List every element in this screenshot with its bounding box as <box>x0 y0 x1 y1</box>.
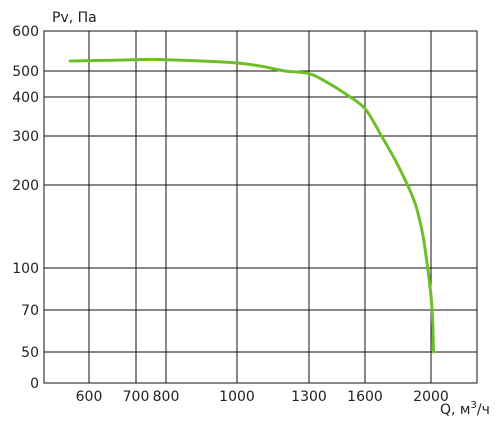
x-tick-label-1300: 1300 <box>291 389 327 405</box>
x-tick-label-800: 800 <box>153 389 180 405</box>
plot-frame <box>43 30 478 384</box>
curve-layer <box>68 57 435 354</box>
x-axis-label: Q, м3/ч <box>440 400 490 418</box>
x-tick-label-2000: 2000 <box>413 389 449 405</box>
y-axis-label: Pv, Па <box>52 10 97 26</box>
x-axis-label-tail: /ч <box>477 402 490 418</box>
y-tick-label-300: 300 <box>12 129 39 145</box>
x-tick-label-1600: 1600 <box>347 389 383 405</box>
y-tick-label-600: 600 <box>12 24 39 40</box>
y-tick-label-500: 500 <box>12 64 39 80</box>
y-tick-label-70: 70 <box>21 303 39 319</box>
y-tick-label-50: 50 <box>21 345 39 361</box>
x-tick-label-700: 700 <box>123 389 150 405</box>
y-tick-label-200: 200 <box>12 178 39 194</box>
performance-curve-0 <box>68 57 435 354</box>
x-tick-label-600: 600 <box>76 389 103 405</box>
grid <box>44 31 477 383</box>
y-tick-label-100: 100 <box>12 261 39 277</box>
x-axis-label-sup: 3 <box>470 400 476 411</box>
y-tick-label-400: 400 <box>12 90 39 106</box>
tick-labels: 600 700 800 1000 1300 1600 2000 0 50 70 100 200 300 4… <box>12 24 449 405</box>
y-tick-label-0: 0 <box>30 376 39 392</box>
x-axis-label-main: Q, м <box>440 402 470 418</box>
x-tick-label-1000: 1000 <box>219 389 255 405</box>
